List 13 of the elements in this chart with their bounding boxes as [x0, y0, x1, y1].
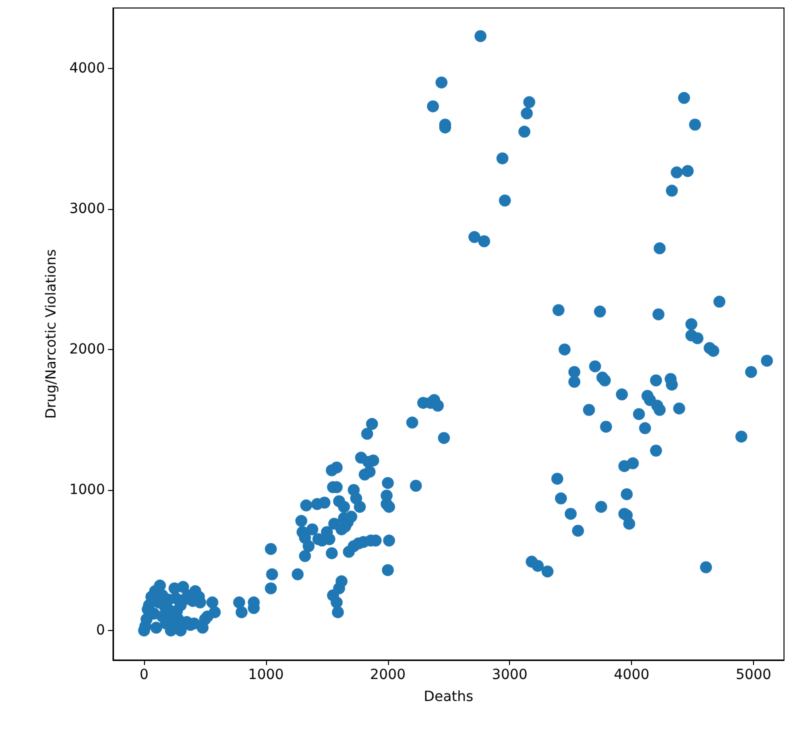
x-tick-label: 1000 — [248, 667, 284, 683]
x-tick-label: 5000 — [736, 667, 772, 683]
y-tick-label: 2000 — [69, 341, 105, 358]
x-tick-label: 0 — [140, 667, 149, 683]
y-tick-label: 4000 — [69, 60, 105, 76]
x-tick-label: 4000 — [614, 667, 650, 683]
y-tick-label: 0 — [96, 622, 105, 638]
x-axis-title: Deaths — [424, 689, 474, 705]
y-tick-label: 1000 — [69, 482, 105, 498]
x-tick-label: 2000 — [370, 667, 406, 683]
y-tick-label: 3000 — [69, 200, 105, 217]
y-axis-title: Drug/Narcotic Violations — [43, 249, 60, 419]
x-tick-label: 3000 — [492, 667, 528, 683]
